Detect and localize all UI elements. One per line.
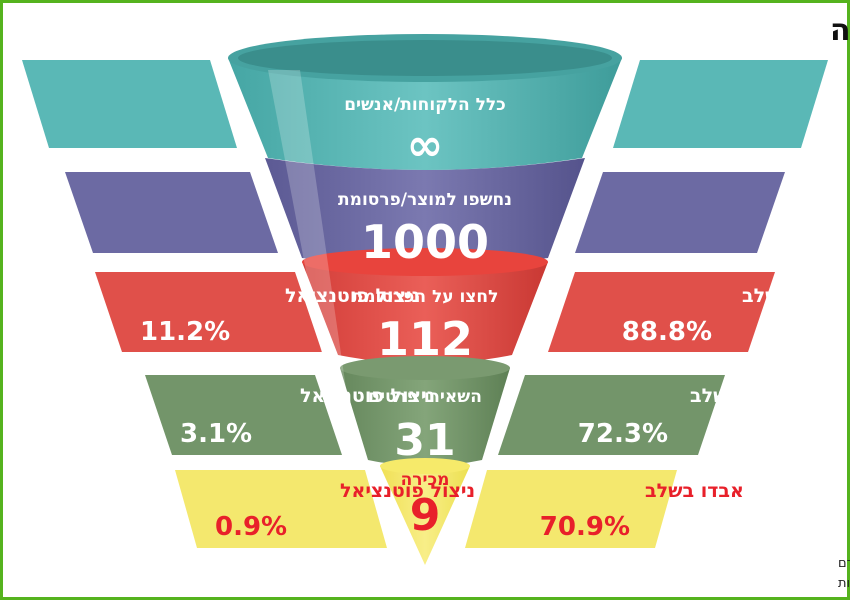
funnel-stage-5 [380, 458, 470, 565]
footnote-2: ** ניצול פוטנציאל- ביחס לכמות החשיפות [838, 576, 850, 591]
right-box-3-label: אבדו בשלב [645, 480, 744, 502]
left-box-2-value: 3.1% [180, 419, 252, 449]
funnel-stage-2 [265, 158, 585, 267]
left-box-3-value: 0.9% [215, 512, 287, 542]
left-box-red [95, 272, 322, 352]
right-box-yellow [465, 470, 677, 548]
page-title: משפך מכירה [830, 13, 850, 48]
stage-1-value: ∞ [407, 120, 444, 171]
left-band-teal [22, 60, 237, 148]
right-band-purple [575, 172, 785, 253]
funnel-stage-3 [302, 248, 548, 364]
right-box-red [548, 272, 775, 352]
left-box-3-label: ניצול פוטנציאל [340, 480, 475, 502]
stage-4-label: השאירו פרטים [368, 387, 482, 407]
stage-4-value: 31 [394, 415, 455, 466]
stage-2-label: נחשפו למוצר/פרסומת [338, 190, 512, 210]
left-box-2-label: ניצול פוטנציאל [300, 385, 435, 407]
right-box-3-value: 70.9% [540, 512, 630, 542]
funnel-stage-1 [228, 34, 622, 170]
stage-1-label: כלל הלקוחות/אנשים [344, 95, 506, 115]
stage-2-value: 1000 [361, 215, 489, 269]
stage-5-label: מכירה [401, 470, 450, 490]
right-band-teal [613, 60, 828, 148]
right-box-1-label: אבדו בשלב [742, 285, 841, 307]
right-box-2-label: אבדו בשלב [690, 385, 789, 407]
left-band-purple [65, 172, 278, 253]
funnel-highlight [268, 70, 352, 430]
left-box-1-label: ניצול פוטנציאל [285, 285, 420, 307]
left-box-yellow [175, 470, 387, 548]
stage-3-label: לחצו על הפרסומת [352, 287, 499, 307]
left-box-1-value: 11.2% [140, 317, 230, 347]
right-box-1-value: 88.8% [622, 317, 712, 347]
right-box-green [498, 375, 725, 455]
right-box-2-value: 72.3% [578, 419, 668, 449]
footnote-1: *אבדו בשלב - אחוז מהשלב הקודם [838, 556, 850, 571]
stage-5-value: 9 [410, 490, 441, 541]
stage-3-value: 112 [377, 312, 473, 366]
left-box-green [145, 375, 342, 455]
funnel-stage-4 [340, 356, 510, 466]
